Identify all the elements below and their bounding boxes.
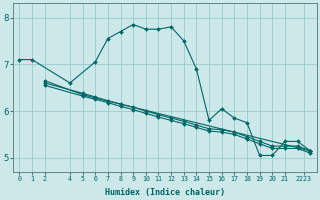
X-axis label: Humidex (Indice chaleur): Humidex (Indice chaleur) bbox=[105, 188, 225, 197]
